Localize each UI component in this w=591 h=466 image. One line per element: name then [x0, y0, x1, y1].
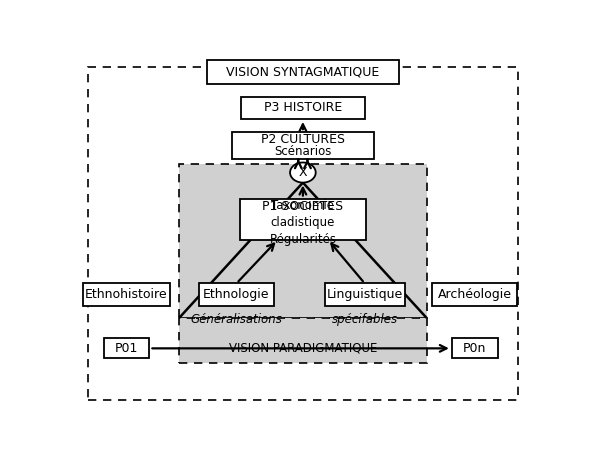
- Bar: [199, 283, 274, 306]
- Text: P1 SOCIETES: P1 SOCIETES: [262, 200, 343, 213]
- Text: spécifables: spécifables: [332, 313, 398, 326]
- Text: VISION SYNTAGMATIQUE: VISION SYNTAGMATIQUE: [226, 66, 379, 79]
- Bar: [207, 61, 399, 84]
- Text: Généralisations: Généralisations: [190, 313, 282, 326]
- Text: VISION PARADIGMATIQUE: VISION PARADIGMATIQUE: [229, 342, 377, 355]
- Bar: [103, 338, 150, 358]
- Text: Scénarios: Scénarios: [274, 145, 332, 158]
- Bar: [83, 283, 170, 306]
- Text: P01: P01: [115, 342, 138, 355]
- Text: X: X: [298, 166, 307, 179]
- Bar: [240, 199, 366, 240]
- Text: P0n: P0n: [463, 342, 486, 355]
- Bar: [324, 283, 405, 306]
- Text: Ethnologie: Ethnologie: [203, 288, 269, 301]
- Bar: [179, 318, 427, 363]
- Bar: [232, 132, 374, 159]
- Bar: [432, 283, 517, 306]
- Bar: [179, 164, 427, 318]
- Bar: [452, 338, 498, 358]
- Text: Ethnohistoire: Ethnohistoire: [85, 288, 168, 301]
- Text: P3 HISTOIRE: P3 HISTOIRE: [264, 102, 342, 115]
- Circle shape: [290, 163, 316, 183]
- Text: Linguistique: Linguistique: [327, 288, 403, 301]
- Text: P2 CULTURES: P2 CULTURES: [261, 133, 345, 146]
- Text: Archéologie: Archéologie: [438, 288, 512, 301]
- Bar: [241, 97, 365, 119]
- Text: Taxonomie
cladistique
Régularités: Taxonomie cladistique Régularités: [269, 199, 336, 246]
